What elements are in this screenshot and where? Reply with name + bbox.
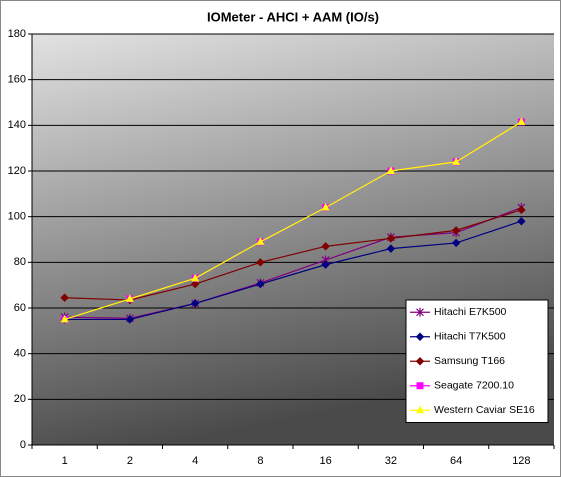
x-tick-label: 64 [450,455,462,467]
chart-title: IOMeter - AHCI + AAM (IO/s) [207,9,379,24]
legend-label: Hitachi E7K500 [434,306,507,318]
x-tick-label: 16 [320,455,332,467]
marker [517,205,526,215]
legend-marker [415,332,425,341]
y-tick-label: 60 [14,302,26,314]
marker [386,234,396,243]
legend-marker [416,382,424,390]
legend: Hitachi E7K500 Hitachi T7K500 Samsung T166… [405,299,549,423]
y-tick-label: 120 [8,165,26,177]
marker [452,157,461,165]
marker [125,315,135,324]
marker [517,217,526,226]
marker [60,314,69,323]
marker [451,226,461,235]
y-tick-label: 20 [14,393,26,405]
marker [386,166,395,174]
series-line [64,220,522,321]
legend-label: Western Caviar SE16 [434,404,535,416]
y-tick-label: 80 [14,256,26,268]
marker [321,203,330,211]
legend-marker [416,307,424,317]
marker [191,273,200,282]
y-tick-label: 0 [20,439,26,451]
x-tick-label: 4 [192,455,198,467]
y-tick-label: 100 [8,211,26,223]
legend-marker [415,357,425,366]
marker [451,238,461,248]
y-tick-label: 40 [14,348,26,360]
x-tick-label: 32 [385,455,397,467]
marker [517,117,526,125]
marker [190,299,200,308]
y-tick-label: 160 [8,74,26,86]
marker [256,279,265,289]
marker [256,237,265,245]
series-line [64,209,522,301]
series-line [64,121,522,320]
marker [321,260,330,269]
legend-label: Samsung T166 [434,355,505,367]
marker [190,279,200,289]
x-tick-label: 128 [512,455,530,467]
x-tick-label: 2 [127,455,133,467]
marker [321,242,330,251]
marker [125,294,134,302]
y-tick-label: 180 [8,28,26,40]
series-line [64,206,522,319]
marker [60,293,69,302]
x-tick-label: 8 [257,455,263,467]
marker [256,258,265,267]
y-tick-label: 140 [8,119,26,131]
legend-label: Hitachi T7K500 [434,331,506,343]
legend-label: Seagate 7200.10 [434,380,514,392]
marker [386,244,396,253]
x-tick-label: 1 [62,455,68,467]
legend-marker [416,405,424,414]
